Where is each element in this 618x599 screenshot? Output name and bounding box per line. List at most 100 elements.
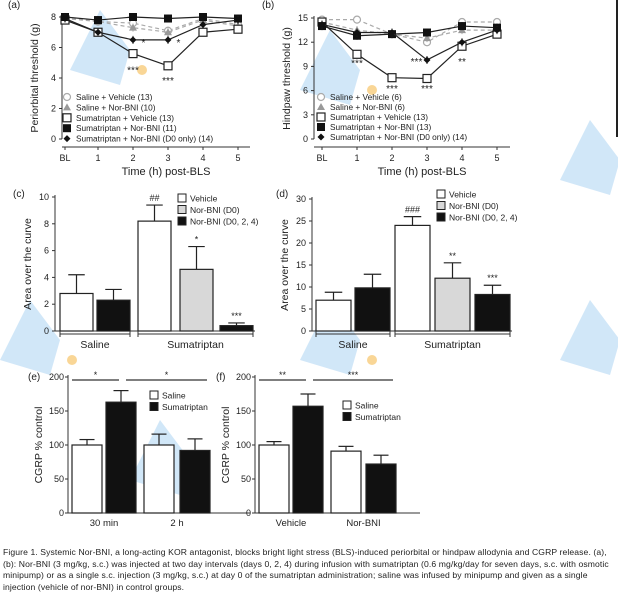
legend-entry: Sumatriptan + Vehicle (13) [76,113,174,123]
y-tick-label: 200 [49,372,64,382]
data-point [352,49,362,59]
panel-label: (c) [13,189,25,200]
legend-marker [317,123,325,131]
y-tick-label: 5 [301,304,306,314]
y-tick-label: 0 [246,508,251,518]
x-tick-label: 2 [389,153,394,163]
group-label: Sumatriptan [424,339,481,351]
series-line [321,23,498,61]
x-tick-label: 1 [354,153,359,163]
data-point [199,21,207,29]
legend-swatch [177,205,187,214]
group-label: 30 min [90,518,119,529]
legend-entry: Sumatriptan + Nor-BNI (13) [330,122,431,132]
legend-entry: Nor-BNI (D0) [190,205,240,215]
y-tick-label: 100 [236,440,251,450]
significance-label: * [94,370,98,380]
bar [365,463,397,514]
legend-marker [317,133,325,141]
significance-label: *** [421,84,433,95]
series-line [321,21,498,80]
watermark-shape [300,300,360,375]
x-tick-label: 5 [494,153,499,163]
legend-marker [316,112,326,122]
data-point [423,56,431,64]
data-point [234,16,242,24]
y-tick-label: 50 [241,474,251,484]
bar [258,444,290,514]
series-line [64,17,239,33]
y-tick-label: 50 [54,474,64,484]
legend-entry: Saline + Nor-BNI (10) [76,102,156,112]
y-tick-label: 150 [236,406,251,416]
legend-marker [63,124,71,133]
legend-entry: Sumatriptan [355,412,401,422]
significance-label: *** [348,370,359,380]
y-tick-label: 10 [296,282,306,292]
data-point [94,28,102,36]
data-point [163,61,173,71]
y-tick-label: 8 [44,219,49,229]
significance-label: * [142,38,146,49]
data-point [129,36,137,44]
y-tick-label: 10 [39,192,49,202]
y-axis-label: Area over the curve [279,219,291,311]
x-tick-label: BL [59,153,70,163]
legend-entry: Vehicle [190,194,218,204]
watermark-dot [367,355,377,365]
bar [354,287,391,332]
series-line [321,25,498,37]
significance-label: ** [449,251,457,261]
significance-label: *** [487,273,498,283]
bar [394,224,431,332]
significance-label: *** [351,58,363,69]
y-axis-label: Periorbital threshold (g) [29,23,41,132]
legend-entry: Saline [355,401,379,411]
data-point [423,28,431,37]
bar [59,292,94,332]
legend-swatch [436,189,446,199]
legend-entry: Nor-BNI (D0, 2, 4) [449,213,518,223]
data-point [353,29,361,37]
bar [179,449,211,514]
bar [143,444,175,514]
data-point [493,26,501,34]
legend-swatch [177,193,187,203]
legend-entry: Nor-BNI (D0) [449,201,499,211]
watermark-dot [367,85,377,95]
x-tick-label: 4 [459,153,464,163]
group-label: Vehicle [276,518,307,529]
x-axis-label: Time (h) post-BLS [122,166,211,178]
bar [105,401,137,514]
data-point [199,13,207,21]
legend-swatch [342,412,352,421]
data-point [458,22,466,31]
y-tick-label: 4 [51,73,56,83]
panel-label: (a) [8,0,20,11]
x-tick-label: 3 [165,153,170,163]
significance-label: *** [231,311,242,321]
y-tick-label: 0 [301,326,306,336]
x-tick-label: 1 [95,153,100,163]
legend-swatch [342,400,352,410]
legend-swatch [149,390,159,400]
watermark-shape [300,30,360,105]
watermark-dot [137,65,147,75]
legend-entry: Saline [162,391,186,401]
y-tick-label: 30 [296,194,306,204]
legend-entry: Saline + Vehicle (13) [76,92,153,102]
y-axis-label: Hindpaw threshold (g) [281,27,293,130]
figure-caption: Figure 1. Systemic Nor-BNI, a long-actin… [3,547,609,592]
legend-marker [62,113,72,123]
group-label: 2 h [170,518,183,529]
series-line [321,21,497,39]
panel-label: (e) [28,372,40,383]
y-tick-label: 2 [44,299,49,309]
significance-label: *** [127,65,139,76]
bar [434,277,471,332]
watermark-shape [560,120,618,195]
legend-swatch [436,212,446,222]
legend-entry: Saline + Vehicle (6) [330,92,402,102]
y-axis-label: CGRP % control [220,407,232,484]
